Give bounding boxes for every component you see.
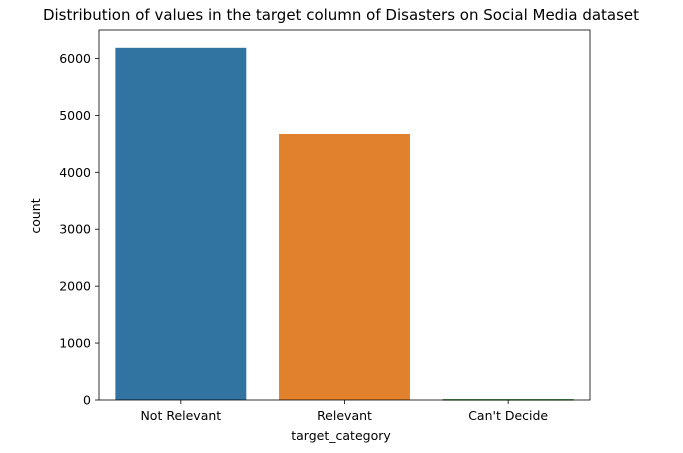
y-tick-label: 0 <box>83 393 91 408</box>
y-tick-label: 6000 <box>59 51 91 66</box>
y-tick-label: 5000 <box>59 108 91 123</box>
axes-frame <box>98 29 591 401</box>
bar-not-relevant <box>115 47 247 400</box>
y-tick-label: 4000 <box>59 165 91 180</box>
x-axis-ticks: Not Relevant Relevant Can't Decide <box>140 400 548 423</box>
y-tick-label: 3000 <box>59 222 91 237</box>
bars-group <box>115 47 574 401</box>
y-tick-label: 1000 <box>59 336 91 351</box>
chart-title: Distribution of values in the target col… <box>43 6 639 24</box>
y-tick-label: 2000 <box>59 279 91 294</box>
y-axis-ticks: 0 1000 2000 3000 4000 5000 6000 <box>59 51 99 408</box>
y-axis-label: count <box>28 198 43 233</box>
x-tick-label: Can't Decide <box>468 408 548 423</box>
x-axis-label: target_category <box>291 428 391 443</box>
x-tick-label: Relevant <box>317 408 372 423</box>
bar-relevant <box>279 133 410 400</box>
x-tick-label: Not Relevant <box>140 408 221 423</box>
